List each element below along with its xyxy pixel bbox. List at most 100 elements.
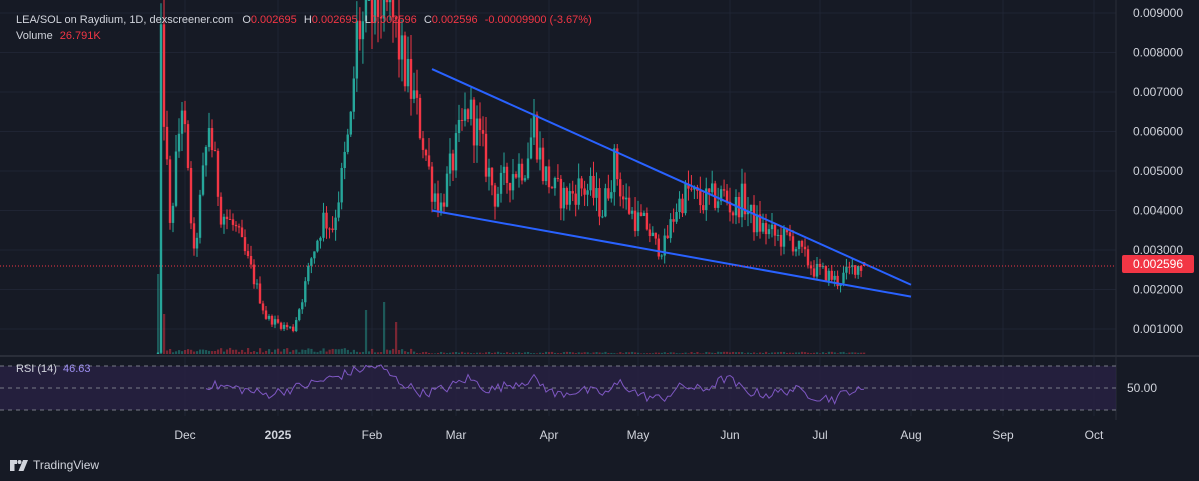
volume-bar bbox=[413, 351, 416, 354]
volume-bar bbox=[604, 351, 607, 354]
candle-body bbox=[469, 99, 473, 120]
candle-body bbox=[749, 204, 753, 212]
candle-body bbox=[334, 217, 337, 230]
candle-body bbox=[301, 302, 304, 310]
candle-body bbox=[627, 197, 631, 214]
volume-bar bbox=[660, 352, 663, 354]
volume-bar bbox=[518, 352, 521, 354]
volume-bar bbox=[848, 352, 851, 354]
candle-body bbox=[382, 0, 386, 19]
candle-body bbox=[589, 175, 592, 191]
volume-bar bbox=[693, 353, 696, 354]
trendline-lower bbox=[431, 209, 912, 298]
volume-bar bbox=[657, 352, 660, 354]
time-tick-label: May bbox=[627, 428, 650, 442]
candle-body bbox=[493, 185, 497, 207]
volume-bar bbox=[473, 353, 476, 354]
price-tick-label: 0.007000 bbox=[1133, 85, 1183, 99]
candle-body bbox=[376, 0, 380, 17]
candle-body bbox=[815, 263, 819, 277]
volume-bar bbox=[247, 348, 250, 354]
candle-body bbox=[604, 188, 607, 217]
volume-bar bbox=[208, 350, 211, 354]
volume-bar bbox=[681, 352, 684, 354]
candle-body bbox=[541, 147, 545, 182]
candle-body bbox=[424, 149, 428, 156]
volume-bar bbox=[738, 352, 741, 354]
candle-body bbox=[198, 194, 202, 238]
volume-bar bbox=[392, 348, 395, 354]
candle-body bbox=[752, 204, 756, 233]
candle-body bbox=[270, 316, 274, 325]
volume-bar bbox=[619, 352, 622, 354]
candle-body bbox=[228, 218, 232, 220]
candle-body bbox=[331, 228, 334, 230]
candle-body bbox=[328, 228, 331, 230]
candle-body bbox=[725, 190, 729, 202]
volume-bar bbox=[500, 352, 503, 354]
volume-bar bbox=[827, 351, 831, 354]
candle-body bbox=[276, 319, 280, 323]
volume-bar bbox=[771, 352, 774, 354]
candle-body bbox=[610, 192, 613, 199]
candle-body bbox=[352, 78, 356, 112]
candle-body bbox=[325, 212, 328, 229]
candle-body bbox=[463, 109, 467, 121]
candle-body bbox=[186, 124, 190, 168]
candle-body bbox=[451, 153, 455, 171]
candle-body bbox=[580, 178, 583, 189]
volume-bar bbox=[830, 351, 833, 354]
candle-body bbox=[794, 249, 798, 252]
candle-body bbox=[210, 128, 214, 151]
candle-body bbox=[544, 166, 548, 182]
volume-bar bbox=[202, 349, 205, 354]
candle-body bbox=[391, 0, 395, 18]
volume-bar bbox=[857, 352, 860, 354]
volume-bar bbox=[559, 353, 563, 354]
candle-body bbox=[559, 178, 563, 209]
volume-bar bbox=[726, 351, 729, 354]
candle-body bbox=[812, 268, 816, 277]
volume-bar bbox=[586, 352, 589, 354]
candle-body bbox=[529, 137, 533, 159]
candle-body bbox=[785, 228, 789, 233]
candle-body bbox=[436, 193, 440, 212]
volume-bar bbox=[410, 348, 413, 354]
candle-body bbox=[337, 202, 340, 218]
trendline-upper bbox=[431, 68, 912, 286]
tradingview-logo[interactable]: TradingView bbox=[10, 458, 99, 472]
candle-body bbox=[231, 219, 235, 225]
volume-bar bbox=[565, 351, 568, 354]
tradingview-icon bbox=[10, 459, 28, 471]
candle-body bbox=[403, 35, 407, 87]
candle-body bbox=[830, 270, 833, 280]
candle-body bbox=[824, 266, 828, 281]
volume-bar bbox=[181, 351, 184, 354]
volume-bar bbox=[446, 353, 449, 354]
volume-bar bbox=[271, 352, 274, 354]
time-tick-label: 2025 bbox=[265, 428, 292, 442]
candle-body bbox=[433, 193, 437, 202]
candle-body bbox=[636, 212, 640, 232]
candle-body bbox=[758, 214, 762, 232]
candle-body bbox=[710, 183, 714, 193]
candle-body bbox=[430, 166, 434, 202]
volume-bar bbox=[792, 352, 795, 354]
volume-bar bbox=[358, 352, 362, 354]
candle-body bbox=[174, 151, 178, 206]
volume-bar bbox=[292, 350, 295, 354]
volume-bar bbox=[601, 352, 604, 354]
volume-bar bbox=[232, 349, 235, 354]
candle-body bbox=[225, 216, 229, 219]
volume-bar bbox=[816, 352, 819, 354]
candle-body bbox=[183, 110, 187, 125]
volume-bar bbox=[467, 352, 470, 354]
candle-body bbox=[412, 90, 416, 99]
volume-bar bbox=[789, 352, 792, 354]
volume-bar bbox=[196, 351, 199, 354]
candle-body bbox=[770, 224, 774, 230]
candle-body bbox=[657, 238, 660, 257]
volume-bar bbox=[172, 352, 175, 354]
candle-body bbox=[562, 187, 566, 209]
